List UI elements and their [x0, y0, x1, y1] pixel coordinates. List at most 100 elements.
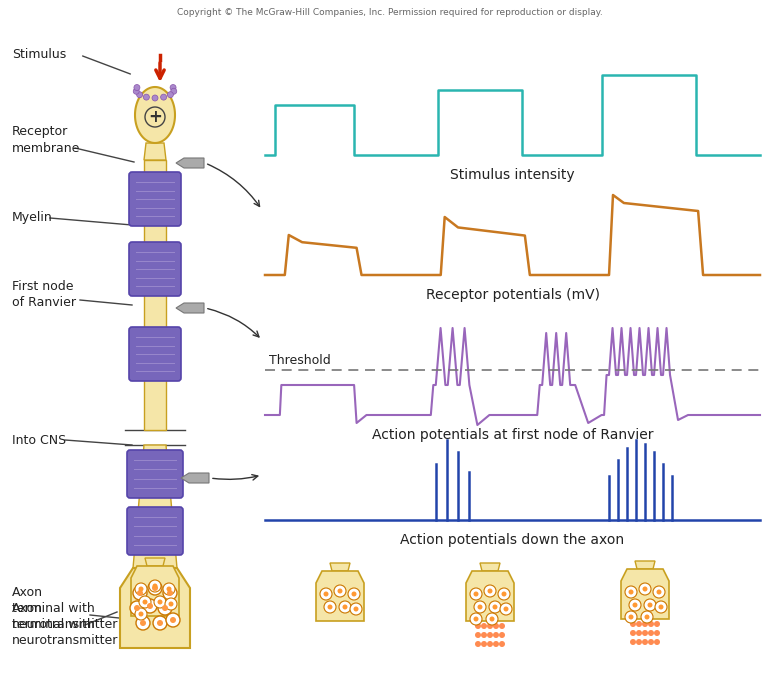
FancyBboxPatch shape [127, 507, 183, 555]
FancyBboxPatch shape [129, 172, 181, 226]
Circle shape [486, 613, 498, 625]
Circle shape [133, 586, 147, 600]
Circle shape [474, 601, 486, 613]
Circle shape [629, 599, 641, 611]
Polygon shape [133, 445, 177, 568]
Circle shape [642, 630, 648, 636]
Circle shape [167, 590, 173, 596]
Circle shape [473, 616, 478, 622]
Circle shape [136, 616, 150, 630]
Circle shape [636, 630, 642, 636]
Circle shape [158, 601, 172, 615]
Circle shape [644, 615, 650, 620]
Circle shape [499, 641, 505, 647]
Circle shape [139, 611, 144, 616]
Circle shape [648, 639, 654, 645]
Text: Into CNS: Into CNS [12, 433, 66, 446]
Text: Receptor potentials (mV): Receptor potentials (mV) [426, 288, 600, 302]
Circle shape [653, 586, 665, 598]
Circle shape [143, 600, 147, 604]
Circle shape [338, 589, 342, 593]
Circle shape [350, 603, 362, 615]
Circle shape [490, 616, 495, 622]
Circle shape [475, 623, 481, 629]
Circle shape [641, 611, 653, 623]
Polygon shape [621, 569, 669, 619]
Circle shape [630, 630, 636, 636]
Circle shape [170, 85, 176, 90]
Circle shape [470, 588, 482, 600]
Circle shape [487, 623, 493, 629]
Circle shape [136, 92, 143, 98]
Circle shape [481, 641, 487, 647]
Circle shape [642, 639, 648, 645]
Polygon shape [120, 568, 190, 648]
Text: First node
of Ranvier: First node of Ranvier [12, 281, 76, 310]
Circle shape [348, 588, 360, 600]
Circle shape [320, 588, 332, 600]
Circle shape [484, 585, 496, 597]
Circle shape [166, 613, 180, 627]
Polygon shape [466, 571, 514, 621]
Circle shape [629, 589, 633, 595]
Polygon shape [176, 303, 204, 313]
Circle shape [139, 596, 151, 608]
Circle shape [639, 583, 651, 595]
Text: Stimulus: Stimulus [12, 48, 66, 61]
Circle shape [488, 589, 492, 593]
Text: Threshold: Threshold [269, 354, 331, 367]
FancyBboxPatch shape [129, 327, 181, 381]
Polygon shape [635, 561, 655, 569]
Circle shape [140, 620, 146, 626]
Circle shape [473, 591, 478, 596]
Circle shape [633, 602, 637, 607]
Circle shape [339, 601, 351, 613]
Circle shape [481, 623, 487, 629]
Circle shape [481, 632, 487, 638]
Circle shape [158, 600, 162, 604]
Circle shape [487, 632, 493, 638]
Circle shape [162, 605, 168, 611]
Circle shape [134, 605, 140, 611]
Circle shape [493, 641, 499, 647]
Polygon shape [181, 473, 209, 483]
Circle shape [636, 621, 642, 627]
Circle shape [152, 585, 158, 591]
Circle shape [629, 615, 633, 620]
Circle shape [492, 604, 498, 609]
Circle shape [636, 639, 642, 645]
Circle shape [135, 583, 147, 595]
Text: Action potentials at first node of Ranvier: Action potentials at first node of Ranvi… [372, 428, 654, 442]
Circle shape [153, 584, 158, 589]
Text: Action potentials down the axon: Action potentials down the axon [400, 533, 625, 547]
Circle shape [139, 586, 144, 591]
Polygon shape [316, 571, 364, 621]
Circle shape [130, 601, 144, 615]
Circle shape [630, 621, 636, 627]
Circle shape [475, 632, 481, 638]
Text: Axon
terminal with
neurotransmitter: Axon terminal with neurotransmitter [12, 586, 119, 631]
Polygon shape [144, 160, 166, 430]
Circle shape [153, 616, 167, 630]
Circle shape [334, 585, 346, 597]
Circle shape [648, 630, 654, 636]
Circle shape [642, 621, 648, 627]
Circle shape [165, 598, 177, 610]
Circle shape [625, 611, 637, 623]
FancyBboxPatch shape [127, 450, 183, 498]
Circle shape [489, 601, 501, 613]
Circle shape [324, 601, 336, 613]
Circle shape [477, 604, 483, 609]
Circle shape [498, 588, 510, 600]
Circle shape [648, 621, 654, 627]
Circle shape [166, 586, 172, 591]
Text: Axon
terminal with
neurotransmitter: Axon terminal with neurotransmitter [12, 602, 119, 647]
Circle shape [328, 604, 332, 609]
Circle shape [658, 604, 664, 609]
Circle shape [157, 620, 163, 626]
Circle shape [171, 88, 177, 95]
Circle shape [475, 641, 481, 647]
Polygon shape [145, 558, 165, 566]
Circle shape [499, 623, 505, 629]
Circle shape [161, 94, 167, 100]
